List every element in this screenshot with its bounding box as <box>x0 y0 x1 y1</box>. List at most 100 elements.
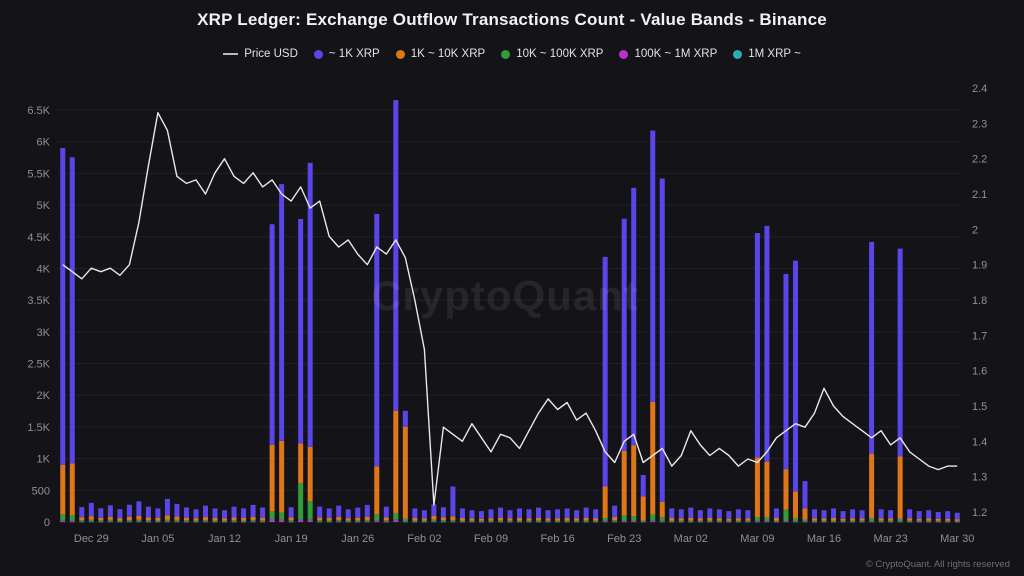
bar-segment[interactable] <box>716 520 722 522</box>
bar-segment[interactable] <box>517 517 523 521</box>
bar-segment[interactable] <box>231 506 237 518</box>
bar-segment[interactable] <box>88 516 94 520</box>
bar-segment[interactable] <box>60 520 66 522</box>
bar-segment[interactable] <box>336 520 342 522</box>
bar-segment[interactable] <box>907 509 913 519</box>
bar-segment[interactable] <box>792 517 798 522</box>
bar-segment[interactable] <box>260 507 266 518</box>
bar-segment[interactable] <box>802 521 808 522</box>
bar-segment[interactable] <box>583 507 589 518</box>
bar-segment[interactable] <box>821 520 827 522</box>
bar-segment[interactable] <box>355 517 361 521</box>
bar-segment[interactable] <box>640 496 646 521</box>
bar-segment[interactable] <box>574 510 580 519</box>
bar-segment[interactable] <box>98 521 104 522</box>
bar-segment[interactable] <box>659 520 665 522</box>
bar-segment[interactable] <box>155 517 161 521</box>
bar-segment[interactable] <box>431 515 437 520</box>
bar-segment[interactable] <box>288 507 294 518</box>
bar-segment[interactable] <box>374 213 380 467</box>
bar-segment[interactable] <box>745 510 751 519</box>
bar-segment[interactable] <box>269 521 275 522</box>
bar-segment[interactable] <box>317 517 323 521</box>
bar-segment[interactable] <box>60 514 66 521</box>
bar-segment[interactable] <box>364 520 370 522</box>
bar-segment[interactable] <box>279 440 285 513</box>
bar-segment[interactable] <box>783 469 789 510</box>
bar-segment[interactable] <box>650 520 656 522</box>
bar-segment[interactable] <box>859 520 865 522</box>
bar-segment[interactable] <box>831 517 837 521</box>
bar-segment[interactable] <box>707 520 713 522</box>
bar-segment[interactable] <box>792 521 798 522</box>
bar-segment[interactable] <box>164 498 170 516</box>
bar-segment[interactable] <box>412 517 418 521</box>
bar-segment[interactable] <box>279 184 285 441</box>
bar-segment[interactable] <box>716 509 722 519</box>
bar-segment[interactable] <box>231 517 237 521</box>
bar-segment[interactable] <box>478 518 484 521</box>
bar-segment[interactable] <box>364 516 370 521</box>
bar-segment[interactable] <box>621 450 627 516</box>
bar-segment[interactable] <box>164 515 170 520</box>
bar-segment[interactable] <box>697 518 703 521</box>
bar-segment[interactable] <box>450 521 456 522</box>
bar-segment[interactable] <box>897 248 903 457</box>
bar-segment[interactable] <box>602 486 608 518</box>
bar-segment[interactable] <box>526 509 532 519</box>
bar-segment[interactable] <box>859 518 865 521</box>
bar-segment[interactable] <box>145 521 151 522</box>
bar-segment[interactable] <box>98 517 104 521</box>
bar-segment[interactable] <box>193 509 199 519</box>
bar-segment[interactable] <box>783 520 789 522</box>
bar-segment[interactable] <box>374 466 380 515</box>
bar-segment[interactable] <box>792 491 798 518</box>
bar-segment[interactable] <box>69 157 75 464</box>
bar-segment[interactable] <box>888 518 894 521</box>
bar-segment[interactable] <box>79 520 85 522</box>
bar-segment[interactable] <box>183 520 189 522</box>
bar-segment[interactable] <box>317 521 323 522</box>
bar-segment[interactable] <box>754 520 760 522</box>
bar-segment[interactable] <box>393 410 399 514</box>
bar-segment[interactable] <box>726 511 732 519</box>
bar-segment[interactable] <box>202 521 208 522</box>
bar-segment[interactable] <box>631 187 637 446</box>
bar-segment[interactable] <box>241 517 247 521</box>
bar-segment[interactable] <box>954 512 960 520</box>
bar-segment[interactable] <box>935 518 941 521</box>
bar-segment[interactable] <box>688 517 694 521</box>
bar-segment[interactable] <box>212 517 218 521</box>
bar-segment[interactable] <box>298 443 304 484</box>
bar-segment[interactable] <box>945 520 951 522</box>
bar-segment[interactable] <box>136 501 142 516</box>
legend-item-100k-1m-xrp[interactable]: 100K ~ 1M XRP <box>619 48 717 60</box>
bar-segment[interactable] <box>583 517 589 521</box>
bar-segment[interactable] <box>288 520 294 522</box>
bar-segment[interactable] <box>754 233 760 458</box>
bar-segment[interactable] <box>574 520 580 522</box>
bar-segment[interactable] <box>926 518 932 521</box>
bar-segment[interactable] <box>117 509 123 519</box>
bar-segment[interactable] <box>336 505 342 518</box>
bar-segment[interactable] <box>764 517 770 521</box>
bar-segment[interactable] <box>402 410 408 427</box>
bar-segment[interactable] <box>792 260 798 492</box>
bar-segment[interactable] <box>260 520 266 522</box>
bar-segment[interactable] <box>488 509 494 519</box>
bar-segment[interactable] <box>88 502 94 517</box>
bar-segment[interactable] <box>279 519 285 522</box>
bar-segment[interactable] <box>117 518 123 521</box>
bar-segment[interactable] <box>640 520 646 522</box>
bar-segment[interactable] <box>688 507 694 518</box>
bar-segment[interactable] <box>269 444 275 512</box>
bar-segment[interactable] <box>126 504 132 517</box>
bar-segment[interactable] <box>298 218 304 444</box>
bar-segment[interactable] <box>916 518 922 521</box>
bar-segment[interactable] <box>907 518 913 521</box>
bar-segment[interactable] <box>821 510 827 519</box>
bar-segment[interactable] <box>155 520 161 522</box>
bar-segment[interactable] <box>383 521 389 522</box>
bar-segment[interactable] <box>174 521 180 522</box>
bar-segment[interactable] <box>288 521 294 522</box>
